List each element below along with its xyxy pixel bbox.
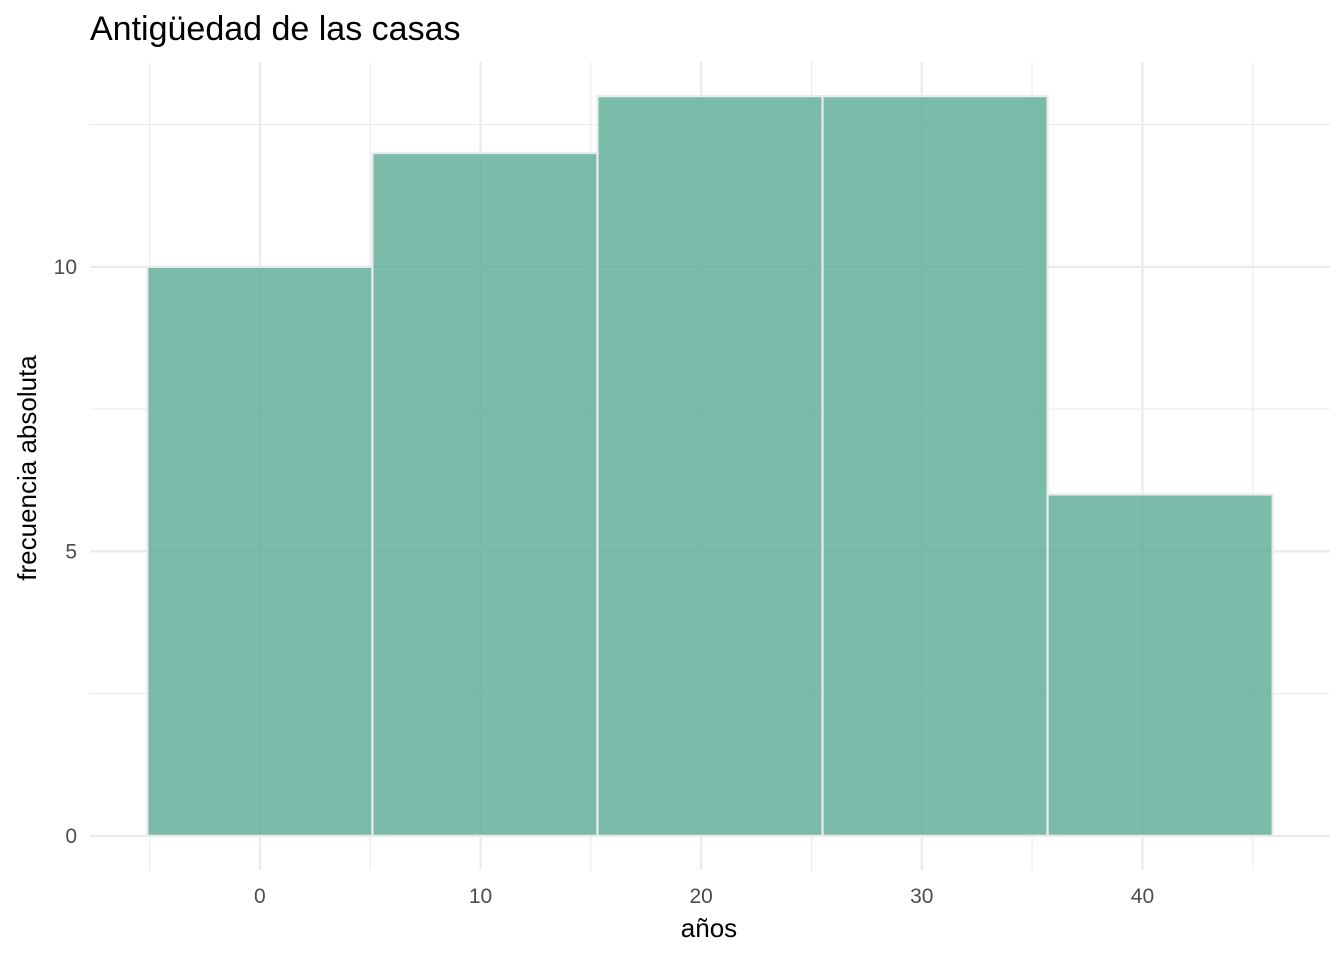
histogram-bar-3 (821, 95, 1049, 837)
x-tick-label: 40 (1131, 885, 1154, 908)
x-tick-label: 0 (254, 885, 266, 908)
x-tick-label: 20 (689, 885, 712, 908)
x-tick-label: 10 (469, 885, 492, 908)
y-tick-label: 0 (65, 825, 77, 848)
histogram-bar-1 (371, 151, 599, 837)
x-axis-title: años (681, 913, 737, 943)
y-axis-title: frecuencia absoluta (12, 355, 42, 581)
bars (146, 95, 1274, 837)
histogram-bar-4 (1046, 493, 1274, 837)
chart-title: Antigüedad de las casas (90, 10, 460, 48)
histogram-bar-0 (146, 265, 374, 837)
x-tick-label: 30 (910, 885, 933, 908)
histogram-bar-2 (596, 95, 824, 837)
x-axis-tick-labels: 0 10 20 30 40 (254, 885, 1154, 908)
y-axis-tick-labels: 0 5 10 (54, 256, 77, 848)
y-tick-label: 5 (65, 540, 77, 563)
y-tick-label: 10 (54, 256, 77, 279)
